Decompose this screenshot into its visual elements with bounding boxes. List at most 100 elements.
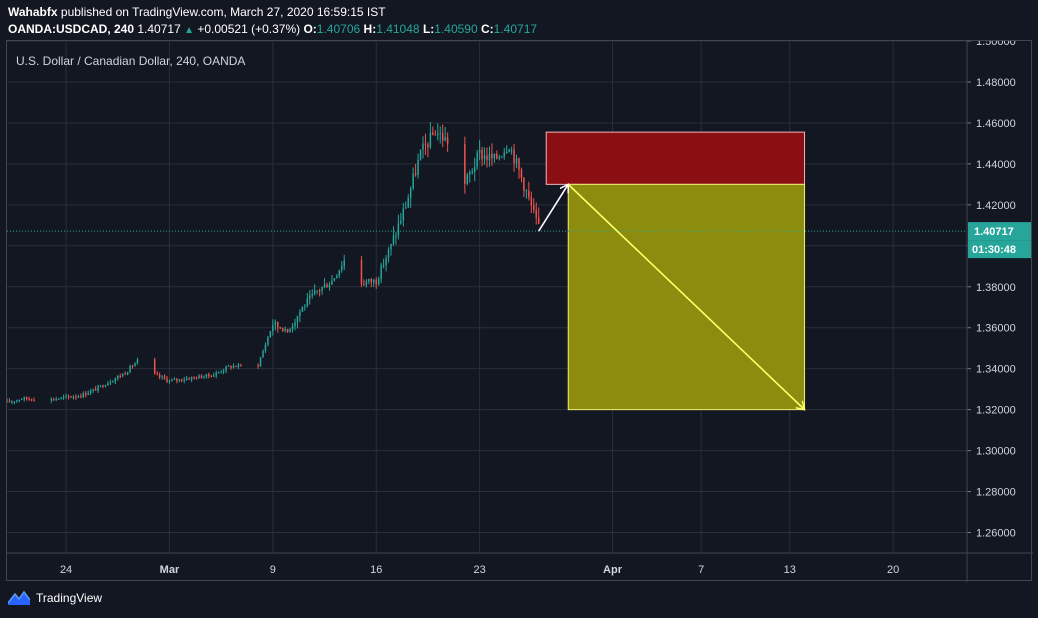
candle-body xyxy=(21,399,23,401)
candle-body xyxy=(434,134,437,136)
candle-body xyxy=(530,197,533,206)
candle-body xyxy=(469,172,471,175)
y-tick-label: 1.26000 xyxy=(976,528,1016,540)
candle-body xyxy=(533,205,535,210)
close-value: 1.40717 xyxy=(493,22,538,36)
candle-body xyxy=(75,396,77,398)
candle-body xyxy=(205,374,208,377)
candle-body xyxy=(424,143,427,145)
candle-body xyxy=(343,260,345,267)
candle-body xyxy=(65,395,67,397)
low-label: L: xyxy=(422,22,435,36)
last-price-badge xyxy=(968,222,1031,241)
chart-title: U.S. Dollar / Canadian Dollar, 240, OAND… xyxy=(16,54,245,68)
candle-body xyxy=(190,377,193,380)
close-label: C: xyxy=(481,22,494,36)
candle-body xyxy=(277,321,279,328)
y-tick-label: 1.42000 xyxy=(976,200,1016,212)
y-tick-label: 1.44000 xyxy=(976,159,1016,171)
y-tick-label: 1.36000 xyxy=(976,323,1016,335)
entry-arrow xyxy=(538,184,569,232)
candle-body xyxy=(60,397,62,399)
candle-body xyxy=(488,153,491,161)
candle-body xyxy=(323,284,326,288)
candle-body xyxy=(213,375,215,377)
candle-body xyxy=(294,322,296,327)
candle-body xyxy=(257,365,259,367)
x-tick-label: 23 xyxy=(473,564,485,576)
candle-body xyxy=(272,325,274,332)
candle-body xyxy=(390,244,392,250)
candle-body xyxy=(109,382,112,384)
candle-body xyxy=(444,137,446,141)
candle-body xyxy=(316,290,318,292)
chart-panel[interactable]: 1.500001.480001.460001.440001.420001.400… xyxy=(6,40,1033,582)
candle-body xyxy=(304,306,306,308)
candle-body xyxy=(240,364,242,366)
candle-body xyxy=(321,287,323,291)
candle-body xyxy=(67,395,70,397)
candle-body xyxy=(387,249,390,259)
candle-body xyxy=(368,279,370,282)
ohlc-legend: OANDA:USDCAD, 240 1.40717 ▲ +0.00521 (+0… xyxy=(8,22,537,36)
candle-body xyxy=(471,171,473,173)
candle-body xyxy=(188,378,190,380)
candle-body xyxy=(375,279,377,285)
candle-body xyxy=(85,393,87,395)
y-tick-label: 1.50000 xyxy=(976,41,1016,48)
candle-body xyxy=(264,344,267,351)
candle-body xyxy=(284,328,286,331)
candle-body xyxy=(77,396,80,398)
x-tick-label: 16 xyxy=(370,564,382,576)
candle-body xyxy=(62,396,65,398)
low-value: 1.40590 xyxy=(434,22,478,36)
candle-body xyxy=(225,366,227,371)
candle-body xyxy=(439,133,441,135)
candle-body xyxy=(97,386,99,391)
candle-body xyxy=(493,153,496,159)
candle-body xyxy=(107,383,109,386)
candle-body xyxy=(491,153,493,159)
candle-body xyxy=(360,260,363,285)
candle-body xyxy=(328,284,331,288)
tradingview-footer[interactable]: TradingView xyxy=(8,591,102,605)
candle-body xyxy=(309,295,311,299)
candle-body xyxy=(55,399,57,401)
candle-body xyxy=(94,389,97,391)
candle-body xyxy=(311,293,313,296)
candle-body xyxy=(163,376,166,379)
candle-body xyxy=(382,265,385,267)
candle-body xyxy=(208,374,210,376)
candle-body xyxy=(496,153,498,159)
candle-body xyxy=(515,158,518,164)
x-tick-label: 7 xyxy=(698,564,704,576)
candle-body xyxy=(50,398,53,401)
candle-body xyxy=(13,401,16,403)
candle-body xyxy=(198,375,200,379)
candle-body xyxy=(385,258,387,266)
symbol-label: OANDA:USDCAD, 240 xyxy=(8,22,135,36)
candle-body xyxy=(289,329,291,332)
candle-body xyxy=(33,400,35,402)
candle-body xyxy=(7,401,8,403)
stop-loss-zone xyxy=(545,131,806,185)
candle-body xyxy=(336,275,338,279)
candle-body xyxy=(501,156,503,158)
candle-body xyxy=(301,306,304,312)
candle-body xyxy=(119,376,121,378)
candle-body xyxy=(193,377,195,379)
price-chart[interactable]: 1.500001.480001.460001.440001.420001.400… xyxy=(7,41,1033,582)
candle-body xyxy=(121,373,124,377)
candle-body xyxy=(92,389,94,391)
candle-body xyxy=(306,298,309,307)
countdown-label: 01:30:48 xyxy=(972,244,1016,256)
candle-body xyxy=(131,366,134,368)
candle-body xyxy=(158,374,161,378)
candle-body xyxy=(99,385,102,387)
candle-body xyxy=(523,177,525,191)
candle-body xyxy=(269,331,272,338)
high-label: H: xyxy=(363,22,377,36)
candle-body xyxy=(429,132,432,148)
candle-body xyxy=(466,174,469,184)
author-name[interactable]: Wahabfx xyxy=(8,5,58,19)
